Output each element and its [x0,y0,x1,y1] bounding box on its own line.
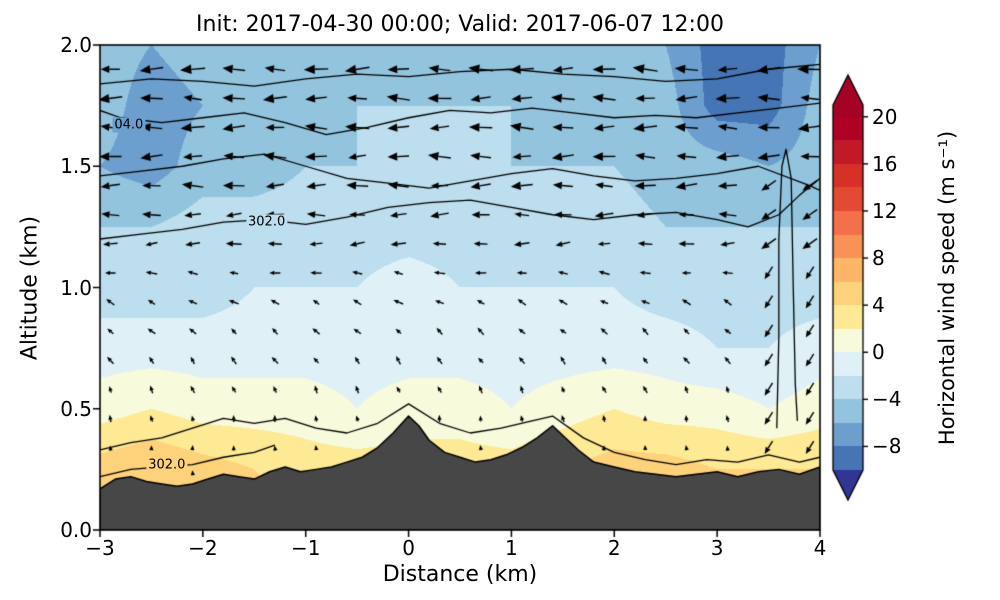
y-tick-label: 1.0 [60,275,92,300]
x-tick-label: 1 [505,536,518,560]
x-axis-label: Distance (km) [382,562,538,587]
x-tick-label: 0 [402,536,415,560]
y-tick-label: 1.5 [60,154,92,179]
plot-title: Init: 2017-04-30 00:00; Valid: 2017-06-0… [196,12,724,37]
colorbar-label: Horizontal wind speed (m s⁻¹) [935,130,959,446]
x-tick-label: −2 [188,536,218,560]
y-tick-label: 0.0 [60,518,92,542]
colorbar-tick-label: −8 [872,434,902,459]
colorbar-tick-label: 20 [872,104,898,129]
colorbar-tick-label: 4 [872,293,885,318]
y-tick-label: 2.0 [60,33,92,57]
colorbar-tick-label: 0 [872,340,885,365]
x-tick-label: 4 [813,536,827,560]
colorbar-tick-label: −4 [872,387,902,412]
x-tick-label: 2 [607,536,621,560]
colorbar-tick-label: 12 [872,198,898,223]
colorbar-tick-label: 16 [872,151,898,176]
contour-line-label: 302.0 [146,457,188,473]
y-tick-label: 0.5 [60,396,92,421]
colorbar-tick-label: 8 [872,246,885,271]
contour-line-label: 302.0 [246,214,288,230]
x-tick-label: −1 [290,536,321,560]
x-tick-label: −3 [85,536,115,560]
contour-line-label: 04.0 [112,117,146,133]
x-tick-label: 3 [710,536,724,560]
